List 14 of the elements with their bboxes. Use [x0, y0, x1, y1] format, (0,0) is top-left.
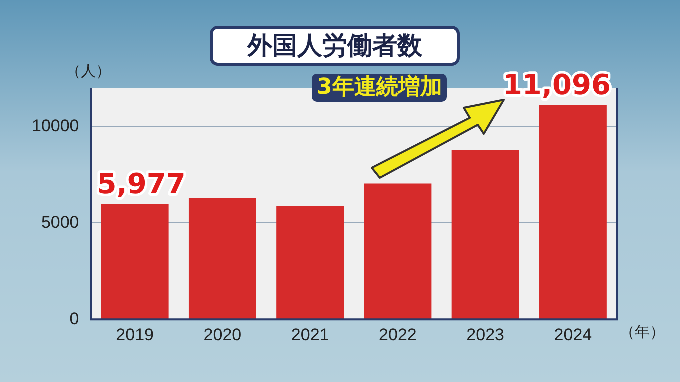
data-label: 5,977	[97, 168, 186, 201]
y-axis-title: （人）	[66, 62, 111, 81]
x-axis-title: （年）	[620, 323, 665, 342]
x-tick-label: 2021	[291, 325, 330, 344]
x-tick-label: 2023	[466, 325, 504, 344]
x-tick-label: 2022	[379, 325, 417, 344]
x-tick-label: 2019	[116, 325, 154, 344]
annotation: 3年連続増加	[312, 74, 448, 102]
y-tick-label: 5000	[41, 212, 80, 232]
chart-title: 外国人労働者数	[210, 26, 460, 66]
y-tick-label: 10000	[32, 116, 80, 136]
x-tick-label: 2024	[554, 325, 592, 344]
y-tick-label: 0	[70, 309, 80, 328]
x-tick-label: 2020	[204, 325, 242, 344]
